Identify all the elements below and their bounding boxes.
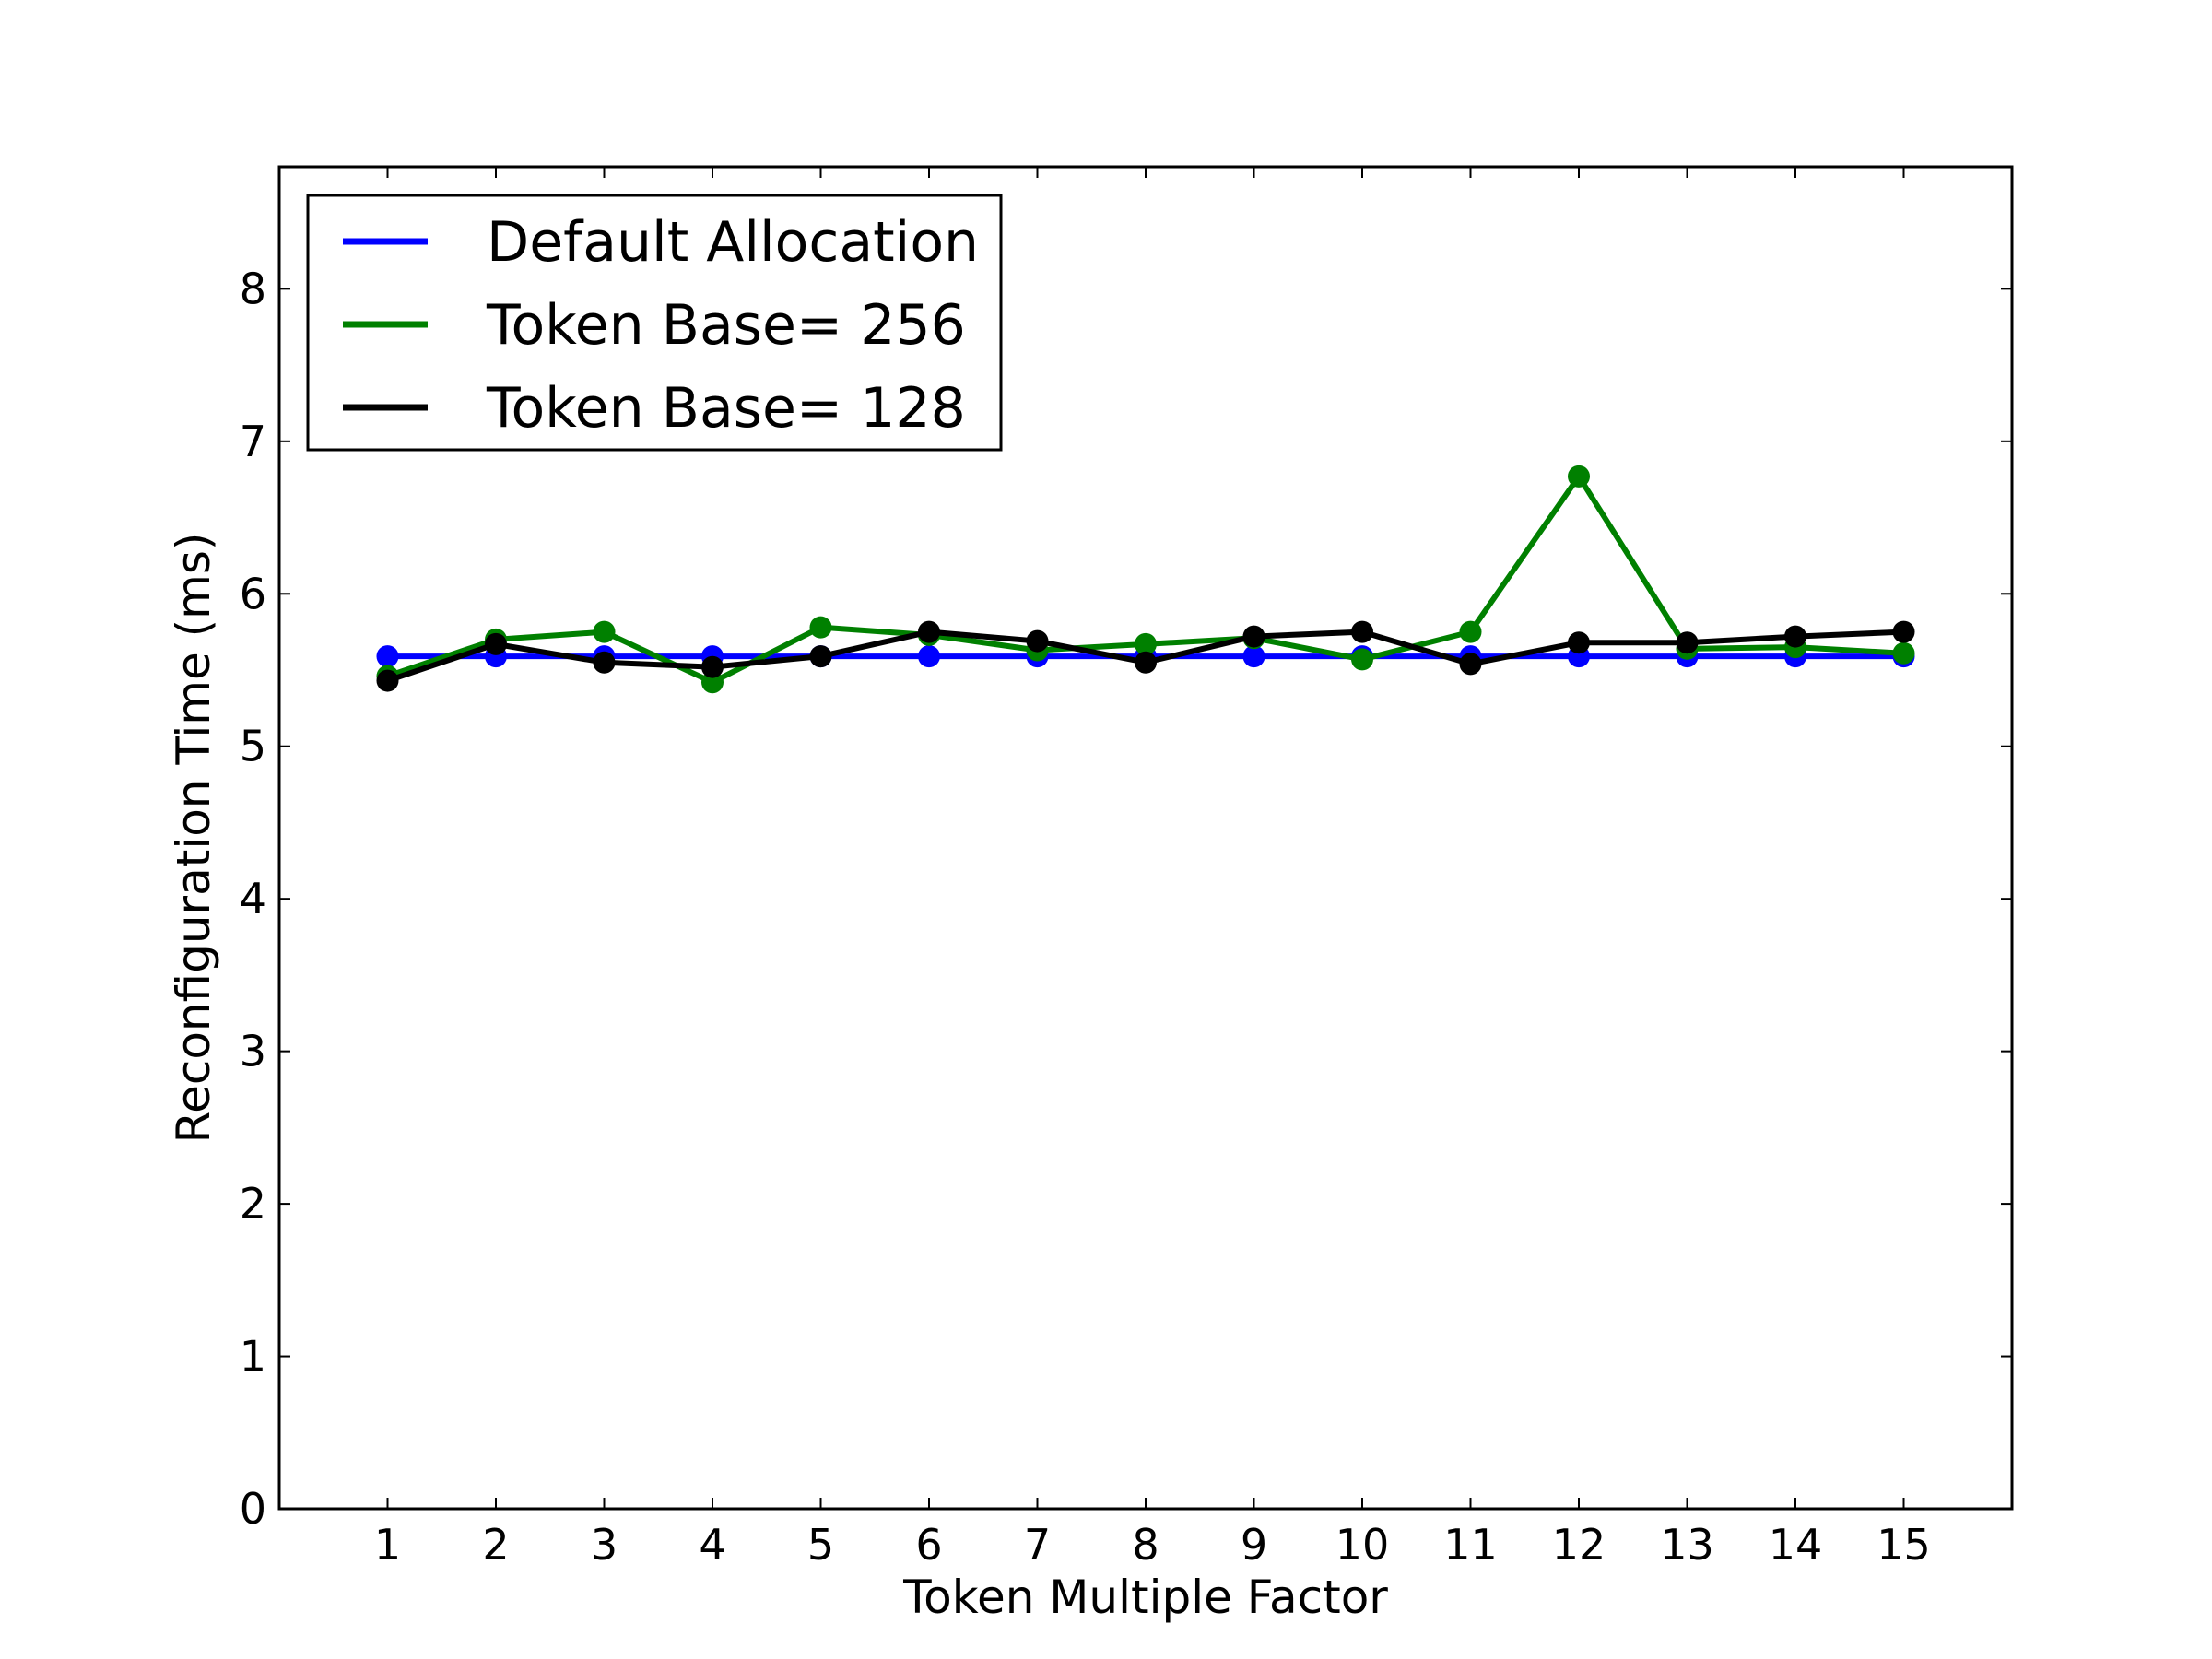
x-tick-label: 6 xyxy=(915,1520,942,1570)
x-tick-label: 8 xyxy=(1132,1520,1159,1570)
data-point xyxy=(1459,620,1482,643)
data-point xyxy=(1784,625,1806,648)
data-point xyxy=(1242,645,1265,668)
data-point xyxy=(1892,620,1915,643)
y-tick-label: 0 xyxy=(240,1484,266,1534)
data-point xyxy=(1459,653,1482,676)
x-tick-label: 5 xyxy=(807,1520,834,1570)
x-tick-label: 13 xyxy=(1660,1520,1714,1570)
legend-label: Token Base= 128 xyxy=(486,376,966,441)
x-tick-label: 10 xyxy=(1335,1520,1390,1570)
x-tick-label: 9 xyxy=(1241,1520,1267,1570)
y-tick-label: 7 xyxy=(240,417,266,466)
legend-entries: Default Allocation Token Base= 256 Token B… xyxy=(343,210,979,441)
data-point xyxy=(485,632,507,655)
x-tick-label: 7 xyxy=(1024,1520,1051,1570)
x-tick-label: 4 xyxy=(699,1520,725,1570)
y-axis-label: Reconfiguration Time (ms) xyxy=(167,533,220,1144)
y-axis: 0 1 2 3 4 5 6 7 8 xyxy=(240,264,2012,1534)
data-point xyxy=(809,616,832,639)
data-point xyxy=(1568,465,1590,488)
series-3 xyxy=(376,620,1915,692)
legend: Default Allocation Token Base= 256 Token B… xyxy=(306,194,1003,452)
y-tick-label: 2 xyxy=(240,1179,266,1229)
data-point xyxy=(1135,632,1157,655)
data-point xyxy=(918,645,940,668)
x-tick-label: 14 xyxy=(1769,1520,1823,1570)
x-axis-label: Token Multiple Factor xyxy=(902,1571,1388,1624)
data-point xyxy=(1351,648,1373,671)
x-tick-label: 1 xyxy=(374,1520,401,1570)
legend-label: Default Allocation xyxy=(487,210,979,275)
data-point xyxy=(701,655,724,678)
data-point xyxy=(1676,631,1699,654)
y-tick-label: 3 xyxy=(240,1027,266,1077)
data-point xyxy=(809,645,832,668)
x-tick-label: 12 xyxy=(1552,1520,1606,1570)
legend-label: Token Base= 256 xyxy=(486,293,966,358)
y-tick-label: 1 xyxy=(240,1332,266,1382)
data-point xyxy=(1242,625,1265,648)
data-point xyxy=(701,671,724,694)
x-axis: 1 2 3 4 5 6 7 8 9 10 11 12 13 14 15 xyxy=(374,167,1931,1570)
data-point xyxy=(376,645,399,668)
data-point xyxy=(376,669,399,692)
y-tick-label: 8 xyxy=(240,264,266,313)
y-tick-label: 4 xyxy=(240,874,266,924)
series-layer xyxy=(376,465,1915,694)
x-tick-label: 11 xyxy=(1443,1520,1498,1570)
x-tick-label: 2 xyxy=(482,1520,509,1570)
data-point xyxy=(1351,620,1373,643)
y-tick-label: 5 xyxy=(240,722,266,771)
data-point xyxy=(1892,641,1915,665)
data-point xyxy=(1135,651,1157,674)
data-point xyxy=(918,620,940,643)
data-point xyxy=(1026,629,1049,653)
x-tick-label: 3 xyxy=(591,1520,618,1570)
y-tick-label: 6 xyxy=(240,569,266,618)
data-point xyxy=(1568,631,1590,654)
x-tick-label: 15 xyxy=(1877,1520,1931,1570)
data-point xyxy=(593,620,616,643)
data-point xyxy=(593,651,616,674)
